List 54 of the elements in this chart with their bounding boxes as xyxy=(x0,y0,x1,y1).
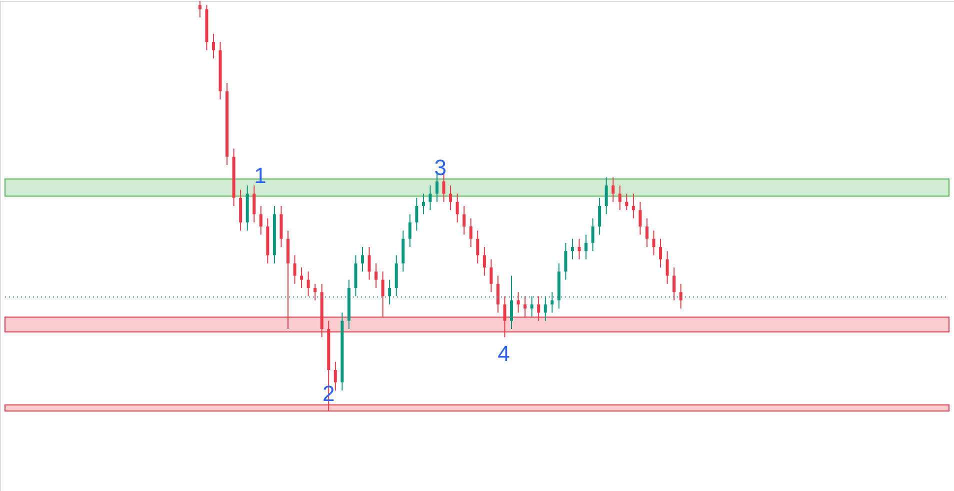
candlestick xyxy=(578,238,581,260)
candlestick xyxy=(537,296,540,322)
candlestick xyxy=(632,193,635,219)
candlestick xyxy=(456,193,459,223)
annotation: 3 xyxy=(434,155,447,180)
candlestick xyxy=(381,271,384,318)
candlestick xyxy=(482,246,486,276)
candlestick xyxy=(666,250,669,284)
candlestick xyxy=(422,193,425,215)
candlestick xyxy=(496,275,500,314)
candlestick xyxy=(659,238,662,268)
candlestick xyxy=(564,242,568,280)
candlestick xyxy=(462,206,466,236)
candlestick xyxy=(259,206,262,236)
candlestick xyxy=(293,254,296,284)
candlestick xyxy=(503,296,506,338)
candlestick xyxy=(604,176,608,215)
candlestick xyxy=(544,296,547,322)
candlestick xyxy=(469,218,472,248)
candlestick xyxy=(612,176,615,202)
candlestick xyxy=(490,258,493,293)
candlestick xyxy=(652,230,656,256)
candlestick xyxy=(252,185,256,223)
candlestick xyxy=(530,296,534,318)
candlestick xyxy=(360,246,364,272)
candlestick xyxy=(510,275,514,330)
candlestick xyxy=(408,214,412,248)
candlestick xyxy=(368,246,371,280)
candlestick xyxy=(306,271,310,297)
candlestick xyxy=(212,33,215,59)
candlestick xyxy=(334,361,337,391)
candlestick xyxy=(516,292,520,314)
candlestick xyxy=(300,267,304,288)
candlestick xyxy=(638,201,642,236)
candlestick xyxy=(625,193,628,211)
candlestick xyxy=(672,267,676,301)
candlestick xyxy=(314,283,317,301)
candlestick xyxy=(524,296,527,318)
candlestick xyxy=(198,0,202,18)
annotation: 4 xyxy=(498,341,510,366)
candlestick xyxy=(618,185,622,211)
candlestick xyxy=(679,283,682,309)
candlestick xyxy=(550,292,554,314)
candlestick xyxy=(591,218,594,252)
candlestick xyxy=(476,230,480,264)
candlestick xyxy=(584,234,588,260)
candlestick xyxy=(645,218,648,248)
candlestick xyxy=(388,279,392,305)
candlestick xyxy=(598,197,602,236)
candlestick xyxy=(428,185,432,211)
candlestick xyxy=(415,197,418,232)
candlestick xyxy=(570,238,574,260)
candlestick xyxy=(374,262,378,288)
candlestick xyxy=(449,185,452,211)
